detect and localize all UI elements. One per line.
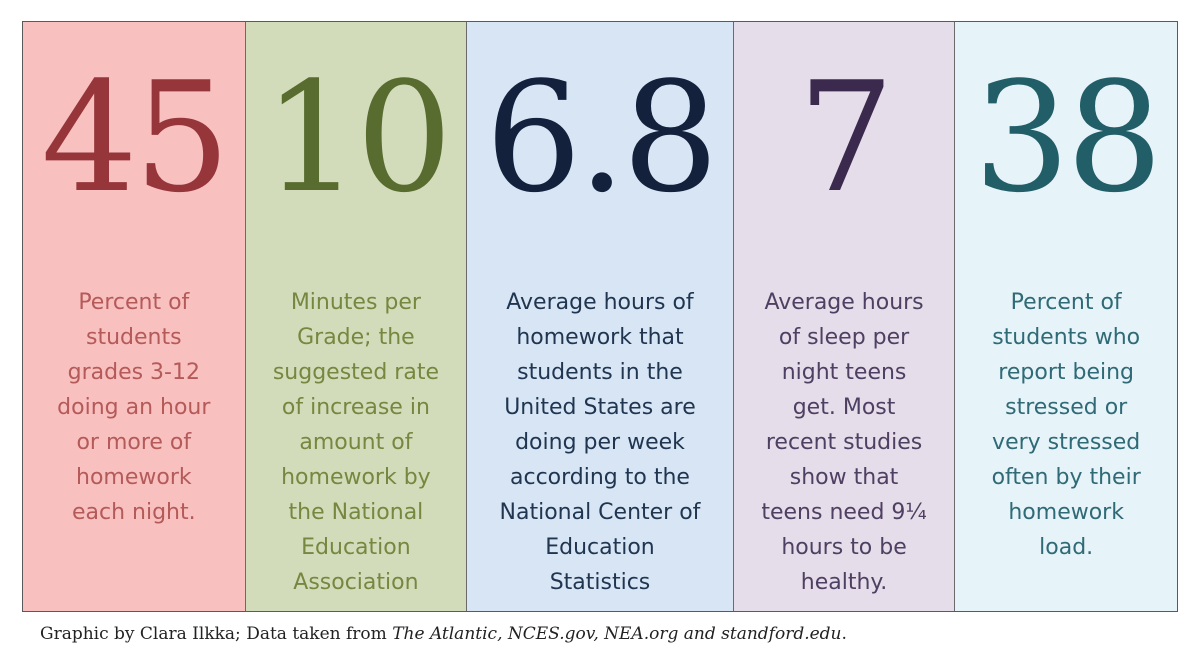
credit-prefix: Graphic by Clara Ilkka; Data taken from bbox=[40, 624, 393, 644]
stat-value: 6.8 bbox=[485, 49, 719, 226]
stat-value: 10 bbox=[263, 49, 452, 226]
stat-panels: 45 Percent of students grades 3-12 doing… bbox=[22, 21, 1178, 612]
stat-description: Percent of students who report being str… bbox=[991, 290, 1141, 560]
stat-panel-homework-hour: 45 Percent of students grades 3-12 doing… bbox=[23, 22, 246, 611]
stat-value: 7 bbox=[797, 49, 895, 226]
credit-source: NEA.org bbox=[604, 624, 679, 644]
credit-separator: , bbox=[593, 624, 605, 644]
credit-separator: and bbox=[678, 624, 722, 644]
credit-source: standford.edu bbox=[721, 624, 842, 644]
credit-separator: , bbox=[497, 624, 508, 644]
stat-description: Minutes per Grade; the suggested rate of… bbox=[272, 290, 439, 595]
stat-panel-sleep-hours: 7 Average hours of sleep per night teens… bbox=[733, 22, 956, 611]
stat-panel-minutes-per-grade: 10 Minutes per Grade; the suggested rate… bbox=[245, 22, 468, 611]
stat-value: 38 bbox=[973, 49, 1162, 226]
stat-description: Average hours of sleep per night teens g… bbox=[761, 290, 927, 595]
stat-value: 45 bbox=[41, 49, 230, 226]
stat-panel-stressed-students: 38 Percent of students who report being … bbox=[955, 22, 1177, 611]
credit-source: The Atlantic bbox=[392, 624, 498, 644]
source-credit: Graphic by Clara Ilkka; Data taken from … bbox=[40, 624, 847, 644]
stat-description: Average hours of homework that students … bbox=[499, 290, 701, 595]
stat-description: Percent of students grades 3-12 doing an… bbox=[57, 290, 211, 525]
credit-source: NCES.gov bbox=[507, 624, 594, 644]
stat-panel-weekly-hours: 6.8 Average hours of homework that stude… bbox=[467, 22, 734, 611]
credit-suffix: . bbox=[841, 624, 847, 644]
